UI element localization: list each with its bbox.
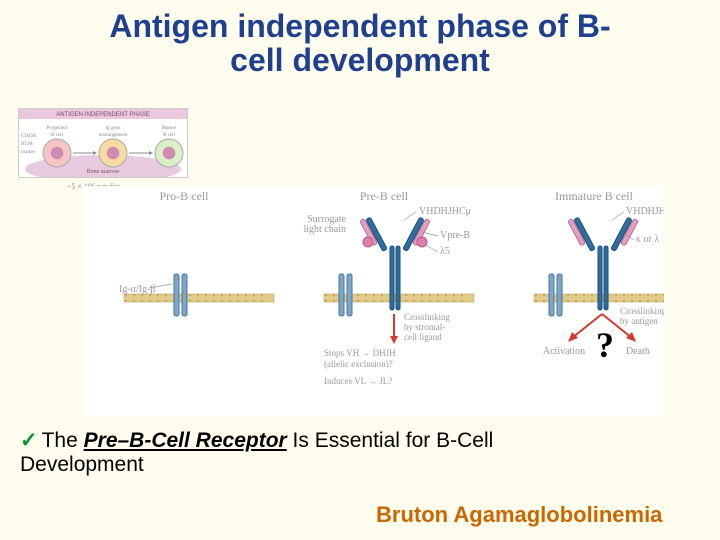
svg-text:cell ligand: cell ligand <box>404 332 442 342</box>
title-line2: cell development <box>0 44 720 78</box>
svg-text:Bone marrow: Bone marrow <box>87 169 120 175</box>
svg-text:by antigen: by antigen <box>620 316 658 326</box>
svg-text:Crosslinking: Crosslinking <box>620 306 664 316</box>
question-mark: ? <box>596 324 614 366</box>
title-line1: Antigen independent phase of B- <box>0 10 720 44</box>
svg-text:κ or λ: κ or λ <box>636 234 659 245</box>
bottom-label: Bruton Agamaglobolinemia <box>376 502 662 528</box>
svg-text:Ig-α/Ig-β: Ig-α/Ig-β <box>119 284 155 295</box>
svg-text:VHDHJHCμ: VHDHJHCμ <box>626 206 664 217</box>
bullet-line2: Development <box>20 453 493 477</box>
svg-text:λ5: λ5 <box>440 246 450 257</box>
svg-text:Immature B cell: Immature B cell <box>555 189 634 203</box>
overview-svg: ANTIGEN-INDEPENDENT PHASE Bone marrow CD45… <box>19 109 187 177</box>
page-title: Antigen independent phase of B- cell dev… <box>0 0 720 77</box>
svg-text:by stromal-: by stromal- <box>404 322 445 332</box>
main-svg: Pro-B cell Pre-B cell Immature B cell Ig-α/… <box>84 186 664 416</box>
svg-text:B cell: B cell <box>163 133 175 138</box>
main-diagram: Pro-B cell Pre-B cell Immature B cell Ig-α/… <box>84 186 664 416</box>
svg-text:(allelic exclusion)?: (allelic exclusion)? <box>324 359 393 369</box>
overview-diagram: ANTIGEN-INDEPENDENT PHASE Bone marrow CD45… <box>18 108 188 178</box>
check-icon: ✓ <box>20 429 38 452</box>
svg-text:CD45R: CD45R <box>21 134 37 139</box>
svg-text:HGM: HGM <box>21 142 33 147</box>
svg-text:VHDHJHCμ: VHDHJHCμ <box>419 206 471 217</box>
bullet-after: Is Essential for B-Cell <box>287 429 494 452</box>
svg-text:Ig gene: Ig gene <box>106 126 122 131</box>
svg-text:ANTIGEN-INDEPENDENT PHASE: ANTIGEN-INDEPENDENT PHASE <box>56 112 150 118</box>
svg-text:B cell: B cell <box>51 133 63 138</box>
svg-text:Death: Death <box>626 346 650 357</box>
svg-text:Activation: Activation <box>543 346 585 357</box>
svg-text:Crosslinking: Crosslinking <box>404 312 451 322</box>
svg-text:rearrangement: rearrangement <box>99 133 128 138</box>
svg-text:Induces VL → JL?: Induces VL → JL? <box>324 376 392 386</box>
bullet-text: ✓The Pre–B-Cell Receptor Is Essential fo… <box>20 428 493 477</box>
svg-text:Progenitor: Progenitor <box>46 126 67 131</box>
svg-text:light chain: light chain <box>304 224 347 235</box>
svg-text:Stops VH → DHJH: Stops VH → DHJH <box>324 348 396 358</box>
svg-text:Pro-B cell: Pro-B cell <box>160 189 210 203</box>
svg-text:Mature: Mature <box>162 126 177 131</box>
svg-text:Pre-B cell: Pre-B cell <box>360 189 409 203</box>
svg-text:Vpre-B: Vpre-B <box>440 230 470 241</box>
svg-text:marker: marker <box>21 150 35 155</box>
bullet-before: The <box>42 429 84 452</box>
bullet-emph: Pre–B-Cell Receptor <box>84 429 287 452</box>
